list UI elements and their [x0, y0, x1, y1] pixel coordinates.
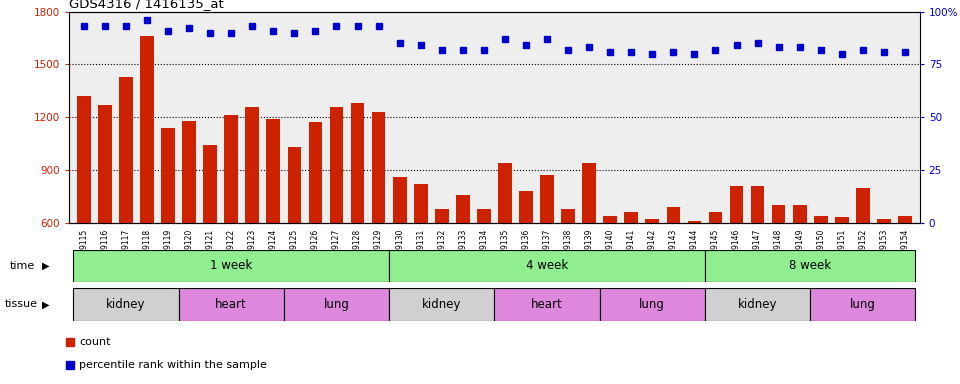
- Bar: [98, 105, 111, 328]
- Bar: [687, 221, 701, 328]
- Text: ▶: ▶: [42, 261, 50, 271]
- Bar: [204, 145, 217, 328]
- Text: kidney: kidney: [422, 298, 462, 311]
- Bar: [624, 212, 638, 328]
- Bar: [179, 288, 284, 321]
- Text: lung: lung: [639, 298, 665, 311]
- Bar: [267, 119, 280, 328]
- Bar: [705, 250, 916, 282]
- Bar: [730, 186, 743, 328]
- Bar: [161, 127, 175, 328]
- Bar: [182, 121, 196, 328]
- Bar: [603, 216, 617, 328]
- Bar: [350, 103, 365, 328]
- Text: 8 week: 8 week: [789, 260, 831, 272]
- Bar: [288, 147, 301, 328]
- Bar: [284, 288, 389, 321]
- Bar: [435, 209, 448, 328]
- Text: lung: lung: [324, 298, 349, 311]
- Text: heart: heart: [215, 298, 247, 311]
- Bar: [856, 187, 870, 328]
- Bar: [814, 216, 828, 328]
- Bar: [414, 184, 427, 328]
- Bar: [477, 209, 491, 328]
- Bar: [600, 288, 705, 321]
- Bar: [140, 36, 154, 328]
- Text: kidney: kidney: [738, 298, 778, 311]
- Text: percentile rank within the sample: percentile rank within the sample: [79, 360, 267, 370]
- Bar: [389, 288, 494, 321]
- Bar: [246, 107, 259, 328]
- Bar: [666, 207, 681, 328]
- Bar: [562, 209, 575, 328]
- Text: GDS4316 / 1416135_at: GDS4316 / 1416135_at: [69, 0, 224, 10]
- Bar: [751, 186, 764, 328]
- Bar: [877, 219, 891, 328]
- Bar: [393, 177, 406, 328]
- Text: heart: heart: [531, 298, 563, 311]
- Bar: [645, 219, 660, 328]
- Bar: [73, 250, 389, 282]
- Text: count: count: [79, 337, 110, 347]
- Text: time: time: [10, 261, 35, 271]
- Bar: [77, 96, 90, 328]
- Bar: [708, 212, 722, 328]
- Text: 4 week: 4 week: [526, 260, 568, 272]
- Text: tissue: tissue: [5, 299, 37, 310]
- Bar: [810, 288, 916, 321]
- Bar: [73, 288, 179, 321]
- Bar: [772, 205, 785, 328]
- Bar: [519, 191, 533, 328]
- Bar: [372, 112, 386, 328]
- Bar: [793, 205, 806, 328]
- Bar: [225, 115, 238, 328]
- Bar: [308, 122, 323, 328]
- Bar: [899, 216, 912, 328]
- Bar: [389, 250, 705, 282]
- Text: kidney: kidney: [107, 298, 146, 311]
- Bar: [329, 107, 344, 328]
- Bar: [705, 288, 810, 321]
- Text: lung: lung: [850, 298, 876, 311]
- Bar: [494, 288, 600, 321]
- Bar: [835, 217, 849, 328]
- Text: ▶: ▶: [42, 299, 50, 310]
- Bar: [119, 77, 132, 328]
- Bar: [498, 163, 512, 328]
- Bar: [583, 163, 596, 328]
- Bar: [540, 175, 554, 328]
- Text: 1 week: 1 week: [210, 260, 252, 272]
- Bar: [456, 195, 469, 328]
